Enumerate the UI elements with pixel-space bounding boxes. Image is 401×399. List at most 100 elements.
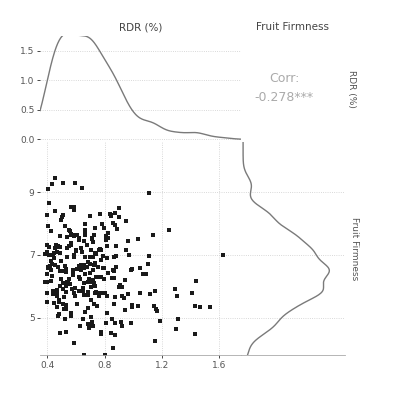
Point — [78, 245, 85, 251]
Point — [115, 205, 122, 211]
Point — [80, 316, 87, 322]
Point — [86, 277, 92, 283]
Point — [54, 293, 60, 299]
Point — [71, 290, 77, 296]
Point — [89, 279, 95, 285]
Point — [49, 261, 55, 267]
Point — [98, 257, 104, 263]
Point — [110, 345, 117, 352]
Point — [70, 232, 76, 238]
Point — [59, 212, 66, 218]
Point — [45, 244, 52, 251]
Point — [49, 273, 55, 279]
Point — [70, 203, 77, 210]
Point — [74, 266, 81, 273]
Point — [220, 252, 226, 258]
Point — [79, 265, 85, 271]
Point — [145, 261, 151, 267]
Point — [64, 234, 70, 240]
Point — [42, 279, 48, 286]
Point — [71, 252, 77, 258]
Point — [120, 294, 127, 301]
Point — [97, 290, 104, 296]
Point — [85, 321, 91, 328]
Point — [102, 290, 108, 296]
Point — [42, 251, 49, 257]
Point — [44, 290, 50, 296]
Point — [55, 243, 61, 249]
Point — [105, 269, 112, 276]
Point — [63, 283, 69, 290]
Point — [111, 275, 117, 281]
Point — [122, 277, 128, 283]
Point — [118, 323, 125, 329]
Point — [86, 276, 92, 282]
Point — [86, 270, 93, 276]
Point — [63, 282, 69, 289]
Point — [72, 292, 78, 299]
Point — [111, 301, 117, 308]
Point — [45, 265, 51, 271]
Point — [48, 267, 54, 273]
Point — [89, 235, 95, 242]
Point — [109, 220, 116, 226]
Point — [79, 185, 85, 191]
Point — [44, 298, 50, 305]
Point — [71, 207, 77, 213]
Point — [93, 251, 100, 257]
Point — [67, 310, 74, 316]
Point — [57, 330, 63, 336]
Point — [118, 318, 124, 325]
Point — [86, 324, 92, 331]
Point — [89, 277, 96, 283]
Point — [107, 211, 113, 217]
Point — [88, 247, 95, 253]
Point — [99, 221, 105, 227]
Point — [68, 240, 74, 246]
Point — [82, 253, 89, 260]
Point — [87, 314, 94, 320]
Point — [74, 232, 80, 238]
Point — [64, 254, 71, 261]
Point — [58, 217, 65, 223]
Point — [123, 247, 130, 253]
Point — [90, 322, 97, 329]
Point — [61, 306, 67, 312]
Point — [56, 297, 63, 304]
Point — [87, 254, 93, 261]
Point — [93, 303, 100, 310]
Point — [113, 264, 119, 271]
Point — [45, 264, 51, 271]
Point — [57, 233, 64, 239]
Point — [62, 263, 69, 270]
Point — [129, 304, 135, 310]
Point — [56, 311, 63, 317]
Point — [54, 303, 61, 310]
Point — [58, 217, 65, 223]
Point — [102, 352, 108, 358]
Point — [109, 316, 115, 322]
Point — [57, 250, 63, 256]
Point — [111, 222, 118, 228]
Point — [80, 284, 86, 291]
Point — [77, 265, 83, 272]
Point — [88, 323, 95, 329]
Point — [95, 290, 102, 296]
Point — [112, 294, 118, 300]
Point — [174, 316, 181, 322]
Point — [57, 283, 63, 289]
Point — [82, 232, 88, 238]
Point — [104, 255, 110, 261]
Point — [70, 270, 76, 276]
Point — [128, 320, 134, 326]
Point — [95, 263, 101, 270]
Point — [68, 204, 74, 211]
Point — [90, 266, 96, 273]
Point — [73, 247, 79, 254]
Point — [66, 276, 72, 282]
Point — [174, 292, 180, 299]
Point — [207, 304, 213, 310]
Point — [116, 284, 123, 290]
Point — [96, 274, 103, 280]
Point — [82, 221, 89, 227]
